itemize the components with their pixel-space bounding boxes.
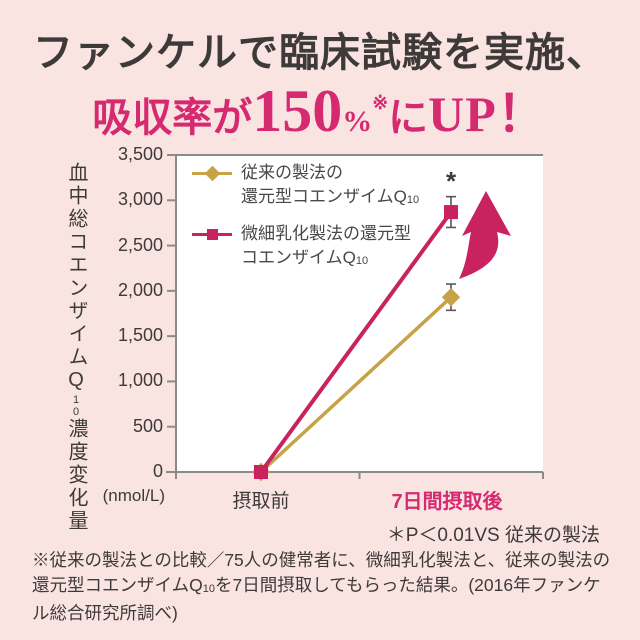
legend-label-micro-emulsified: 微細乳化製法の還元型 コエンザイムQ10: [241, 222, 411, 272]
footnote: ※従来の製法との比較／75人の健常者に、微細乳化製法と、従来の製法の還元型コエン…: [32, 548, 612, 626]
legend-label-conventional: 従来の製法の還元型コエンザイムQ10: [241, 161, 419, 211]
y-axis-title: 血中総コエンザイムQ10濃度変化量: [62, 162, 91, 533]
y-tick-label: 3,000: [117, 189, 163, 210]
significance-asterisk: *: [445, 166, 457, 196]
headline-line1: ファンケルで臨床試験を実施、: [33, 30, 607, 75]
legend-marker-square-icon: [192, 222, 232, 246]
legend-subscript: 10: [406, 194, 420, 206]
headline-particle: に: [388, 95, 429, 140]
legend-text: 還元型コエンザイムQ: [241, 187, 407, 206]
legend-subscript: 10: [355, 255, 369, 267]
headline: ファンケルで臨床試験を実施、 吸収率が150%※にUP！: [0, 28, 640, 158]
y-tick-label: 2,500: [117, 234, 163, 255]
y-unit-label: (nmol/L): [102, 486, 165, 505]
y-axis-title-text: 血中総コエンザイムQ: [65, 162, 87, 394]
x-label-before-intake: 摂取前: [232, 491, 290, 512]
chart-legend: 従来の製法の 還元型コエンザイムQ10 微細乳化製法の還元型 コエンザイムQ10: [192, 161, 419, 272]
headline-note-mark: ※: [372, 93, 389, 114]
legend-item-conventional: 従来の製法の還元型コエンザイムQ10: [192, 161, 419, 211]
legend-text: 微細乳化製法の還元型: [241, 224, 411, 243]
headline-number: 150: [252, 78, 343, 144]
y-tick-label: 1,500: [117, 325, 163, 346]
headline-up: UP！: [428, 86, 548, 142]
legend-marker-diamond-icon: [192, 161, 232, 185]
up-arrow-icon: [459, 191, 511, 279]
y-axis-title-sub: 10: [70, 394, 82, 418]
p-value-note: ＊P＜0.01VS 従来の製法: [386, 525, 600, 546]
legend-text: コエンザイムQ: [241, 248, 356, 267]
y-axis-title-text2: 濃度変化量: [65, 418, 87, 533]
headline-line2: 吸収率が150%※にUP！: [0, 80, 640, 158]
footnote-text: ※従来の製法との比較／75人の健常者に、微細乳化製法と、従来の製法の還元型コエン…: [32, 550, 611, 595]
y-tick-label: 3,500: [117, 144, 163, 164]
footnote-subscript: 10: [202, 583, 216, 595]
y-tick-label: 500: [132, 415, 163, 436]
y-tick-label: 0: [152, 461, 163, 481]
headline-percent: %: [342, 105, 373, 138]
footnote-text2: を7日間摂取してもらった結果。(2016年ファンケル総合研究所調べ): [32, 575, 601, 623]
legend-item-micro-emulsified: 微細乳化製法の還元型 コエンザイムQ10: [192, 222, 419, 272]
legend-text: 従来の製法の: [241, 163, 343, 182]
y-tick-label: 1,000: [117, 370, 163, 391]
headline-prefix: 吸収率が: [92, 95, 253, 140]
x-label-after-7days: 7日間摂取後: [391, 491, 503, 513]
y-tick-label: 2,000: [117, 279, 163, 300]
